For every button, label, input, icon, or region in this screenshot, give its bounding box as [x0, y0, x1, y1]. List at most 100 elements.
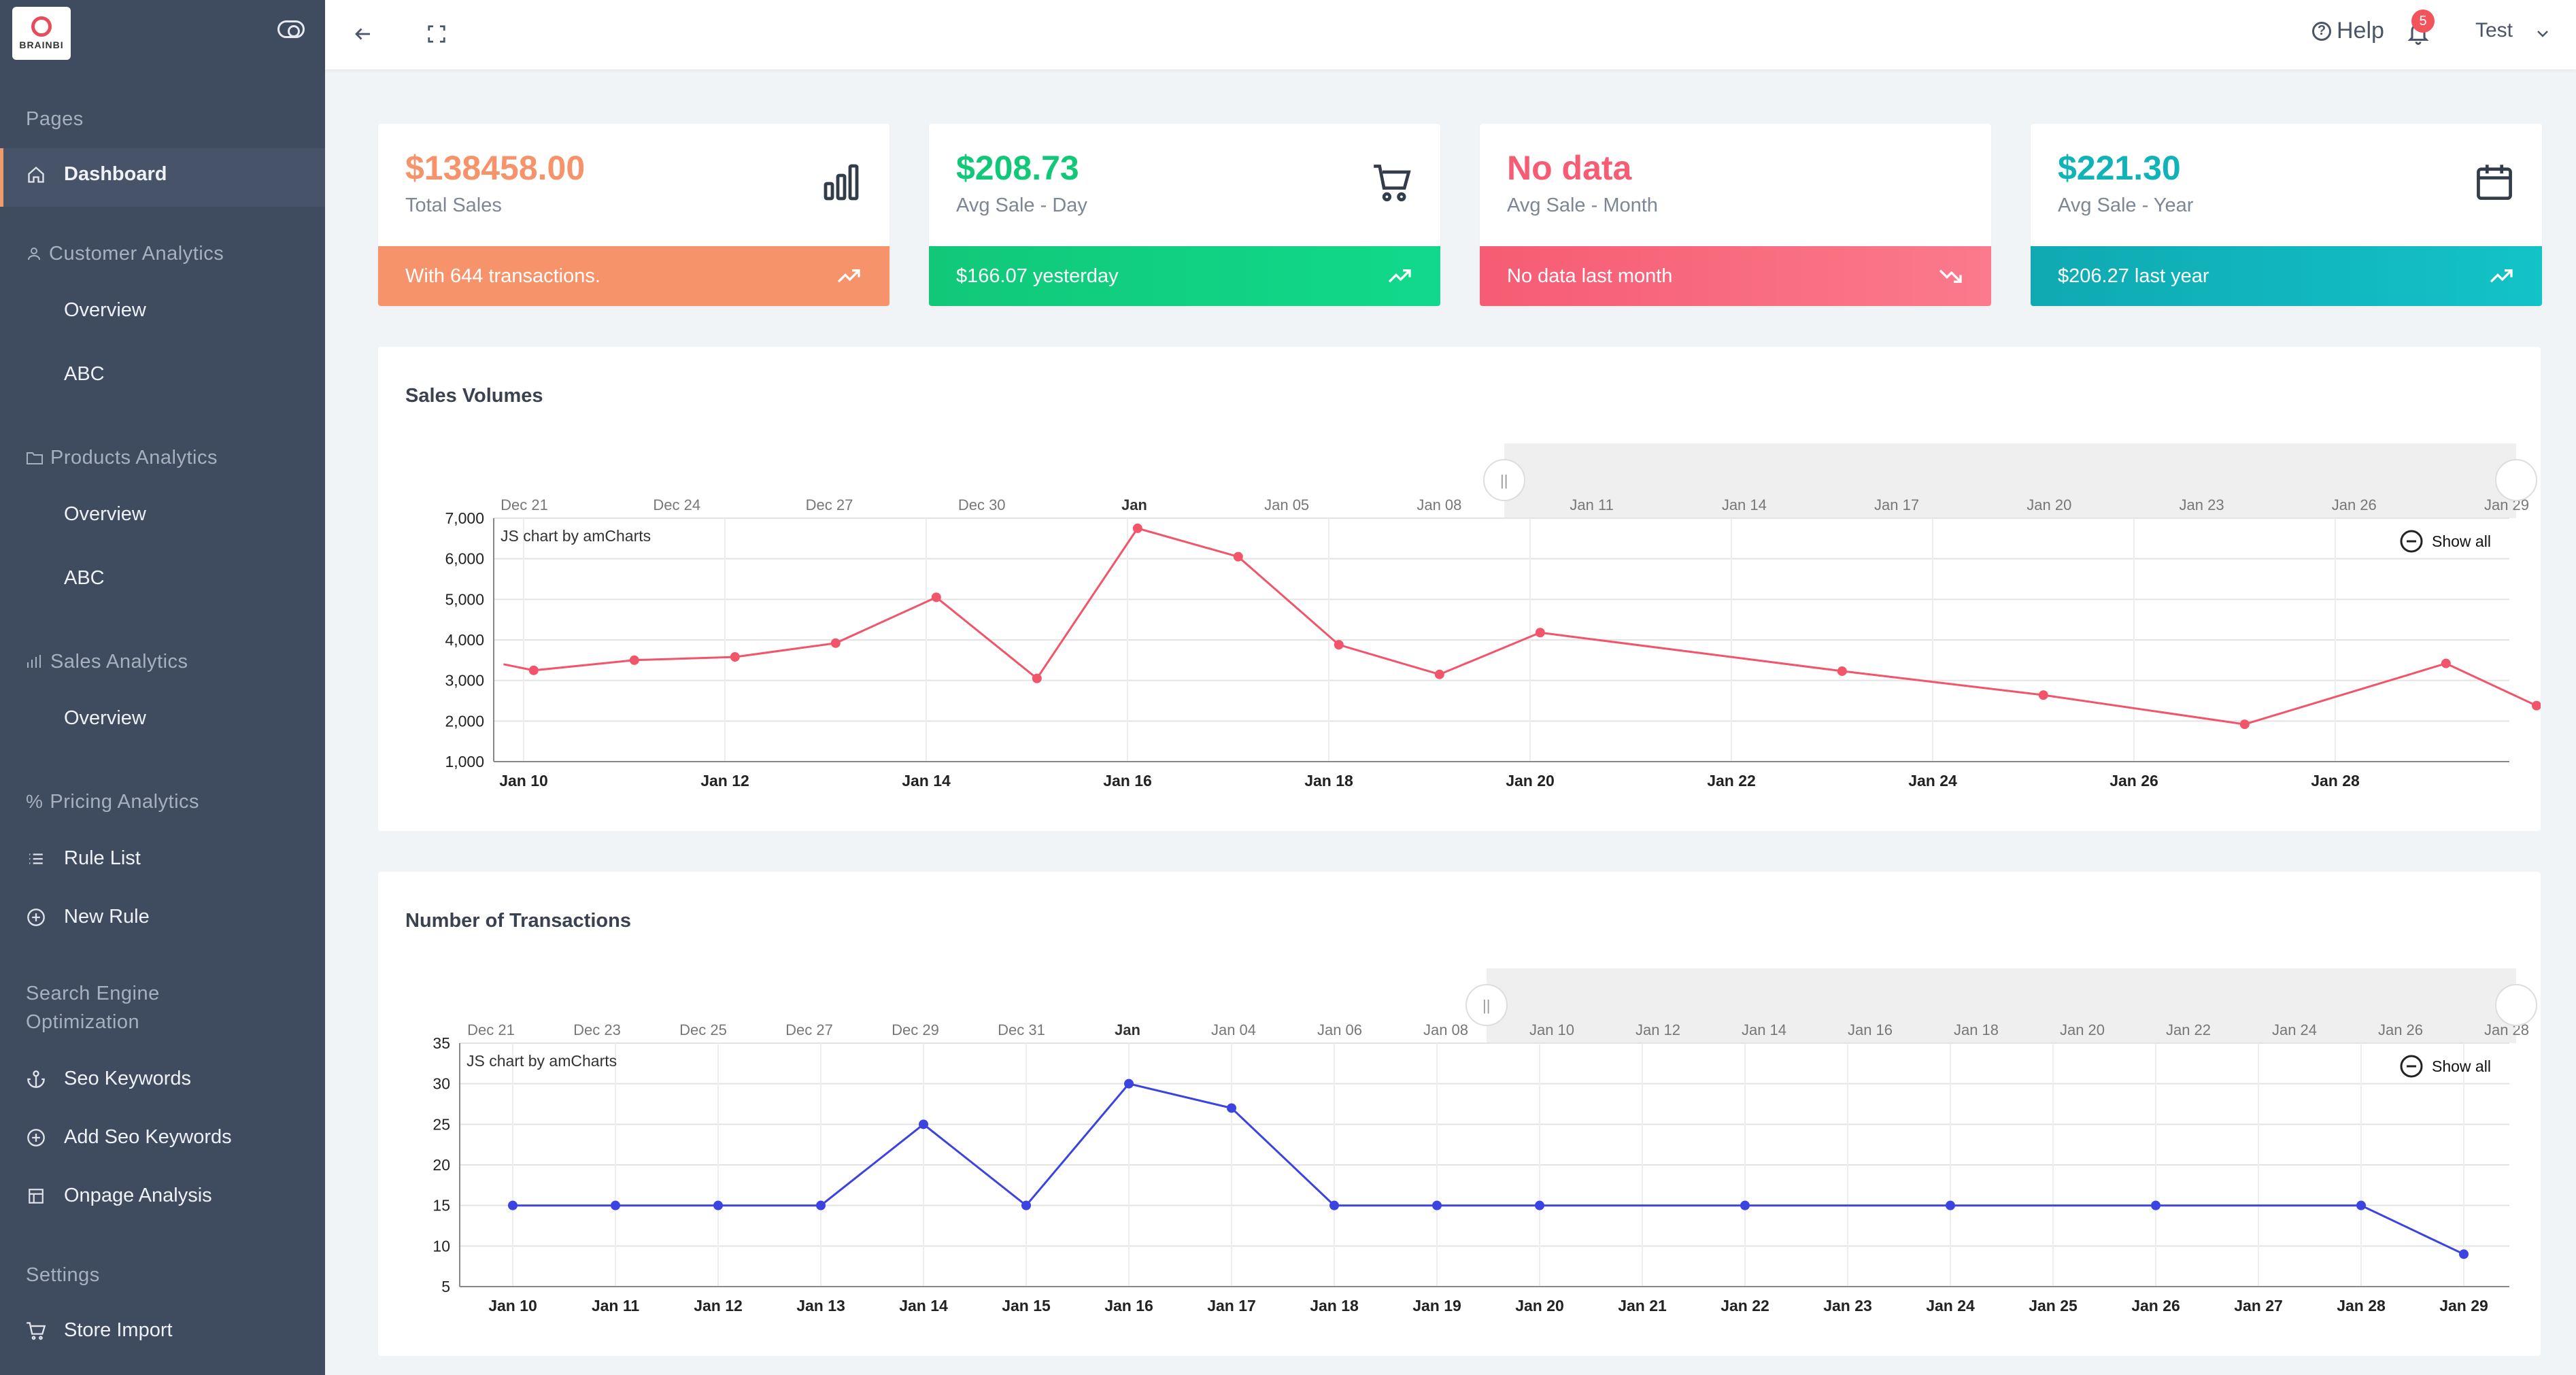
data-point[interactable]	[1434, 669, 1444, 679]
scrollbar-tick-label: Jan 14	[1722, 496, 1767, 513]
data-point[interactable]	[919, 1119, 928, 1130]
x-tick-label: Jan 28	[2311, 772, 2360, 790]
data-point[interactable]	[730, 652, 740, 662]
section-pages-label: Pages	[26, 108, 84, 130]
show-all-button[interactable]: Show all	[2400, 1055, 2491, 1078]
card-value: No data	[1507, 149, 1632, 187]
trending-up-icon	[2488, 262, 2515, 290]
chevron-down-icon[interactable]	[2537, 24, 2549, 42]
brand-logo[interactable]: BRAINBI	[12, 7, 71, 60]
show-all-label: Show all	[2432, 1057, 2491, 1075]
card-footer-text: With 644 transactions.	[405, 265, 600, 287]
data-point[interactable]	[2356, 1200, 2366, 1210]
x-tick-label: Jan 14	[899, 1297, 948, 1314]
x-tick-label: Jan 19	[1412, 1297, 1461, 1314]
data-point[interactable]	[1329, 1200, 1339, 1210]
data-point[interactable]	[528, 665, 539, 675]
data-point[interactable]	[629, 655, 639, 665]
panel-sales-volumes: Sales Volumes	[378, 347, 2541, 831]
handle-grip: ||	[1482, 997, 1490, 1014]
trending-up-icon	[835, 262, 862, 290]
section-settings: Settings	[26, 1261, 100, 1289]
data-point[interactable]	[508, 1200, 518, 1210]
x-tick-label: Jan 24	[1926, 1297, 1975, 1314]
data-point[interactable]	[2038, 690, 2048, 700]
data-point[interactable]	[816, 1200, 826, 1210]
data-point[interactable]	[1132, 523, 1142, 533]
section-sales-analytics: Sales Analytics	[26, 647, 188, 676]
sidebar-item-onpage-analysis[interactable]: Onpage Analysis	[26, 1185, 212, 1207]
sidebar-item-label: Overview	[64, 503, 146, 525]
data-point[interactable]	[931, 592, 941, 602]
sidebar-item-new-rule[interactable]: New Rule	[26, 906, 150, 928]
sidebar-item-label: ABC	[64, 363, 105, 385]
sidebar-toggle-icon[interactable]	[277, 20, 305, 38]
scrollbar-handle-left[interactable]	[1483, 459, 1525, 501]
x-tick-label: Jan 20	[1506, 772, 1555, 790]
sidebar-item-dashboard[interactable]: Dashboard	[26, 163, 167, 186]
scrollbar-handle-right[interactable]	[2495, 459, 2537, 501]
scrollbar-tick-label: Jan 26	[2378, 1021, 2423, 1038]
data-point[interactable]	[1740, 1200, 1750, 1210]
data-point[interactable]	[1124, 1079, 1134, 1089]
y-tick-label: 7,000	[445, 509, 484, 527]
data-point[interactable]	[2459, 1249, 2469, 1259]
sidebar-item-label: Onpage Analysis	[64, 1185, 212, 1206]
scrollbar-tick-label: Dec 21	[467, 1021, 515, 1038]
list-icon	[26, 849, 46, 869]
data-point[interactable]	[1021, 1200, 1031, 1210]
notification-badge: 5	[2411, 10, 2435, 33]
scrollbar-tick-label: Jan 23	[2180, 496, 2224, 513]
minimize-icon[interactable]	[0, 95, 2576, 119]
x-tick-label: Jan 26	[2109, 772, 2158, 790]
scrollbar-handle-left[interactable]	[1465, 984, 1508, 1026]
sidebar-item-customer-overview[interactable]: Overview	[64, 299, 146, 322]
layout-icon	[26, 1186, 46, 1206]
series-line	[503, 527, 2537, 726]
maximize-icon[interactable]	[0, 71, 2576, 95]
card-value: $138458.00	[405, 149, 586, 187]
fullscreen-icon[interactable]	[423, 20, 450, 48]
data-point[interactable]	[1334, 640, 1344, 650]
data-point[interactable]	[1535, 628, 1545, 638]
data-point[interactable]	[713, 1200, 723, 1210]
data-point[interactable]	[1233, 551, 1243, 562]
card-footer: No data last month	[1480, 246, 1991, 306]
plus-circle-icon	[26, 1127, 46, 1148]
help-label: Help	[2337, 18, 2384, 44]
data-point[interactable]	[1227, 1103, 1236, 1113]
sidebar-item-store-import[interactable]: Store Import	[26, 1319, 173, 1342]
data-point[interactable]	[1837, 666, 1847, 676]
sidebar-item-add-seo-keywords[interactable]: Add Seo Keywords	[26, 1126, 232, 1149]
data-point[interactable]	[1432, 1200, 1442, 1210]
user-menu[interactable]: Test	[2475, 19, 2513, 41]
sidebar-item-label: Overview	[64, 299, 146, 321]
show-all-button[interactable]: Show all	[2400, 530, 2491, 553]
x-tick-label: Jan 20	[1515, 1297, 1564, 1314]
sidebar-item-sales-overview[interactable]: Overview	[64, 707, 146, 730]
data-point[interactable]	[2151, 1200, 2160, 1210]
folder-icon	[27, 452, 43, 464]
data-point[interactable]	[1032, 673, 1042, 683]
data-point[interactable]	[2532, 700, 2541, 711]
sidebar-item-rule-list[interactable]: Rule List	[26, 847, 141, 870]
data-point[interactable]	[611, 1200, 620, 1210]
sidebar-item-products-abc[interactable]: ABC	[64, 567, 105, 590]
data-point[interactable]	[2239, 719, 2250, 730]
sidebar-item-products-overview[interactable]: Overview	[64, 503, 146, 526]
data-point[interactable]	[2441, 658, 2451, 668]
data-point[interactable]	[1535, 1200, 1544, 1210]
scrollbar-selection[interactable]	[1504, 443, 2516, 518]
help-link[interactable]: ? Help	[2312, 18, 2384, 44]
scrollbar-selection[interactable]	[1487, 968, 2516, 1043]
x-tick-label: Jan 24	[1908, 772, 1957, 790]
scrollbar-tick-label: Jan 18	[1954, 1021, 1999, 1038]
back-arrow-icon[interactable]	[350, 20, 377, 48]
scrollbar-handle-right[interactable]	[2495, 984, 2537, 1026]
scrollbar-tick-label: Dec 30	[958, 496, 1006, 513]
sidebar-item-seo-keywords[interactable]: Seo Keywords	[26, 1068, 191, 1090]
data-point[interactable]	[1946, 1200, 1955, 1210]
data-point[interactable]	[830, 638, 841, 648]
y-tick-label: 20	[433, 1156, 450, 1174]
sidebar-item-customer-abc[interactable]: ABC	[64, 363, 105, 386]
